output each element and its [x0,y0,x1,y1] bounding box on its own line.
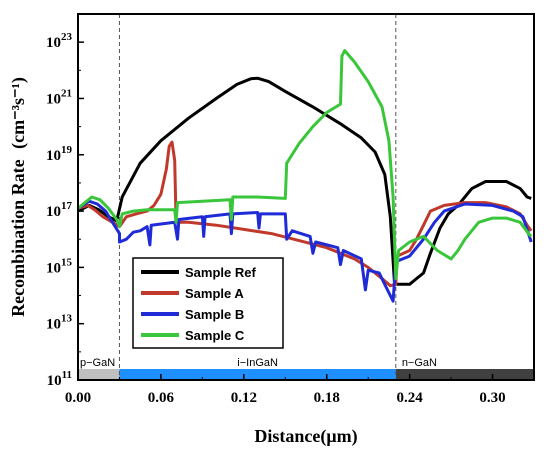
region-label-1: i−InGaN [237,357,278,369]
region-label-0: p−GaN [80,357,115,369]
legend-label-1: Sample A [185,286,244,301]
y-axis-label-main: Recombination Rate [8,159,28,316]
x-tick-label-2: 0.12 [231,390,257,406]
series-line-sample-b [77,199,533,303]
y-tick-label-2: 1015 [46,256,73,276]
y-tick-label-4: 1019 [46,144,73,164]
region-label-2: n−GaN [402,357,437,369]
series-line-sample-a [77,140,533,288]
legend-label-0: Sample Ref [185,265,256,280]
region-bars: p−GaN i−InGaN n−GaN [78,357,534,380]
x-tick-label-3: 0.18 [314,390,340,406]
x-tick-label-5: 0.30 [479,390,505,406]
x-tick-label-1: 0.06 [148,390,175,406]
region-boundaries [118,14,397,380]
y-axis-label-unit: (cm⁻³s⁻¹) [8,77,29,149]
y-tick-label-1: 1013 [46,313,73,333]
series-line-sample-ref [77,76,532,286]
x-axis-ticks: 0.00 0.06 0.12 0.18 0.24 0.30 [65,374,506,406]
legend-label-2: Sample B [185,307,244,322]
y-tick-label-0: 1011 [47,369,72,389]
region-bar-1 [119,369,396,380]
series-lines [77,49,533,303]
y-tick-label-5: 1021 [46,87,72,107]
region-bar-2 [395,369,534,380]
x-axis-label: Distance(μm) [254,426,357,447]
legend-label-3: Sample C [185,328,245,343]
y-axis-ticks: 1011 1013 1015 1017 1019 1021 1023 [46,31,84,389]
y-tick-label-6: 1023 [46,31,73,51]
y-axis-label: Recombination Rate (cm⁻³s⁻¹) [8,77,29,317]
plot-frame [77,13,535,381]
legend: Sample Ref Sample A Sample B Sample C [132,257,284,349]
x-tick-label-4: 0.24 [397,390,424,406]
series-line-sample-c [77,49,533,281]
y-tick-label-3: 1017 [46,200,73,220]
x-tick-label-0: 0.00 [65,390,91,406]
region-bar-0 [78,369,120,380]
